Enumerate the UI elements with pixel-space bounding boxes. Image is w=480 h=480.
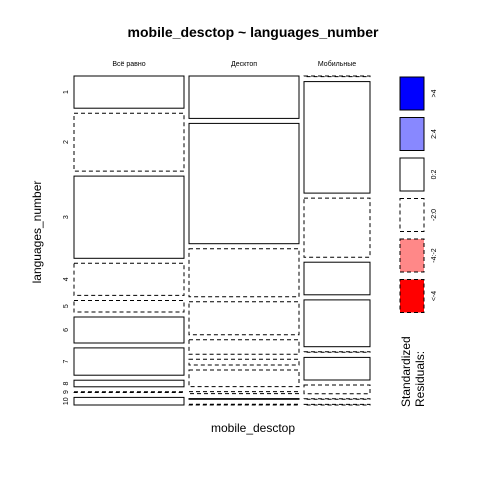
row-label: 8 [63, 381, 70, 385]
mosaic-cell [188, 403, 300, 406]
legend-label: -2:0 [431, 209, 438, 221]
legend-label: 2:4 [431, 129, 438, 139]
mosaic-cell [188, 75, 300, 119]
legend-swatch [399, 76, 425, 111]
mosaic-cell [188, 339, 300, 355]
mosaic-cell [73, 75, 185, 109]
mosaic-cell [73, 379, 185, 388]
row-label: 3 [63, 215, 70, 219]
x-axis-label: mobile_desctop [211, 421, 295, 435]
mosaic-cell [188, 369, 300, 388]
mosaic-cell [188, 122, 300, 245]
row-label: 5 [63, 304, 70, 308]
mosaic-cell [303, 403, 371, 406]
row-label: 10 [63, 397, 70, 405]
legend-title-line-1: Standardized [399, 336, 413, 407]
column-label: Десктоп [231, 61, 257, 68]
legend-label: >4 [431, 89, 438, 97]
chart-title: mobile_desctop ~ languages_number [128, 24, 379, 40]
mosaic-cell [188, 248, 300, 298]
mosaic-cell [188, 301, 300, 336]
column-label: Всё равно [112, 61, 145, 68]
legend-swatch [399, 238, 425, 273]
mosaic-cells [73, 75, 371, 406]
legend-swatch [399, 157, 425, 192]
column-label: Мобильные [318, 60, 356, 68]
legend-swatch [399, 279, 425, 313]
mosaic-cell [188, 398, 300, 400]
column-labels: Всё равно Десктоп Мобильные [112, 60, 356, 68]
mosaic-cell [73, 300, 185, 313]
legend: >4 2:4 0:2 -2:0 -4:-2 <-4 [399, 76, 438, 313]
mosaic-cell [73, 316, 185, 344]
row-label: 9 [63, 390, 70, 394]
y-axis-label: languages_number [30, 181, 44, 284]
mosaic-cell [303, 75, 371, 78]
row-label: 2 [63, 140, 70, 144]
mosaic-cell [303, 351, 371, 353]
row-label: 7 [63, 360, 70, 364]
mosaic-cell [303, 384, 371, 395]
mosaic-cell [73, 347, 185, 376]
legend-title-line-2: Residuals: [413, 351, 427, 407]
legend-label: 0:2 [431, 170, 438, 180]
mosaic-cell [188, 391, 300, 395]
row-label: 1 [63, 90, 70, 94]
mosaic-cell [73, 262, 185, 296]
mosaic-cell [303, 356, 371, 381]
mosaic-cell [303, 81, 371, 194]
mosaic-cell [73, 112, 185, 172]
mosaic-cell [73, 175, 185, 259]
mosaic-cell [73, 396, 185, 406]
mosaic-cell [303, 299, 371, 348]
row-label: 4 [63, 277, 70, 281]
mosaic-cell [188, 358, 300, 366]
legend-label: <-4 [431, 291, 438, 301]
legend-label: -4:-2 [431, 248, 438, 263]
mosaic-cell [73, 391, 185, 393]
row-labels: 1 2 3 4 5 6 7 8 9 10 [63, 90, 70, 405]
mosaic-cell [303, 197, 371, 258]
legend-swatch [399, 117, 425, 151]
row-label: 6 [63, 328, 70, 332]
mosaic-cell [303, 261, 371, 296]
mosaic-cell [303, 398, 371, 400]
legend-swatch [399, 198, 425, 232]
